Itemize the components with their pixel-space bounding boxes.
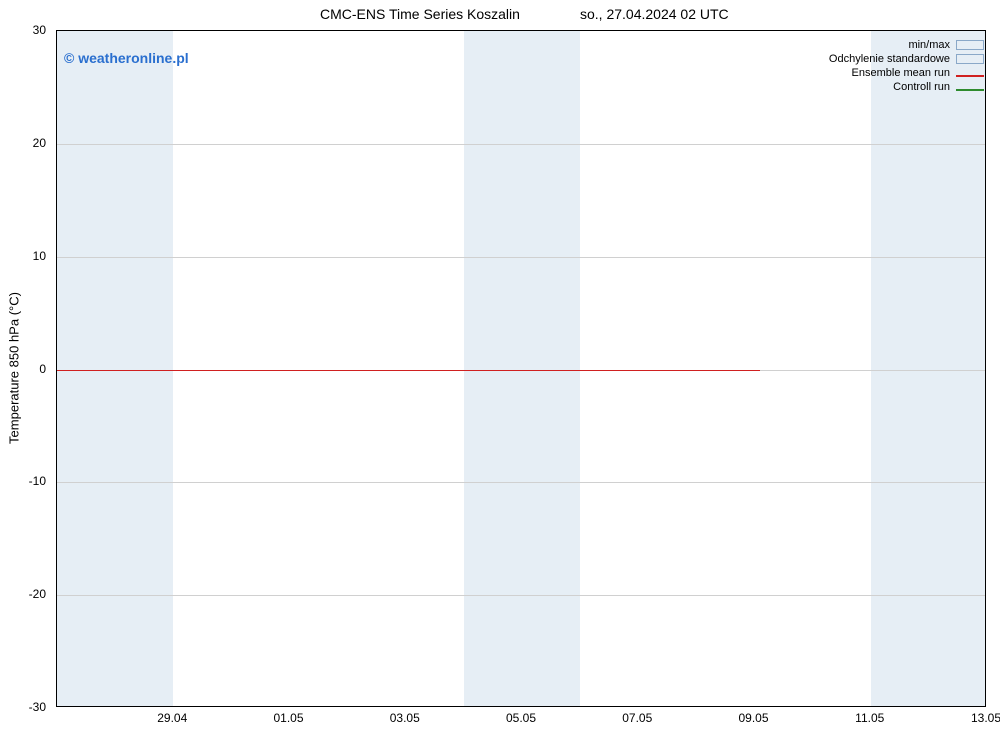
x-tick-label: 07.05 bbox=[622, 707, 652, 725]
weekend-band bbox=[464, 31, 580, 706]
x-tick-label: 11.05 bbox=[855, 707, 884, 725]
x-tick-label: 29.04 bbox=[157, 707, 187, 725]
legend-label: Odchylenie standardowe bbox=[829, 53, 950, 65]
x-tick-label: 05.05 bbox=[506, 707, 536, 725]
legend-item: Controll run bbox=[829, 80, 984, 94]
y-tick-label: -20 bbox=[0, 587, 52, 601]
chart-title-left: CMC-ENS Time Series Koszalin bbox=[320, 6, 520, 22]
weekend-band bbox=[57, 31, 173, 706]
y-tick-label: 0 bbox=[0, 362, 52, 376]
gridline bbox=[57, 595, 985, 596]
y-tick-label: 30 bbox=[0, 23, 52, 37]
legend: min/max Odchylenie standardowe Ensemble me… bbox=[829, 38, 984, 94]
plot-area bbox=[56, 30, 986, 707]
legend-item: min/max bbox=[829, 38, 984, 52]
y-tick-label: 10 bbox=[0, 249, 52, 263]
gridline bbox=[57, 482, 985, 483]
x-tick-label: 03.05 bbox=[390, 707, 420, 725]
y-tick-label: 20 bbox=[0, 136, 52, 150]
weekend-band bbox=[871, 31, 986, 706]
legend-item: Ensemble mean run bbox=[829, 66, 984, 80]
x-tick-label: 01.05 bbox=[273, 707, 303, 725]
chart-container: CMC-ENS Time Series Koszalin so., 27.04.… bbox=[0, 0, 1000, 733]
chart-title-right: so., 27.04.2024 02 UTC bbox=[580, 6, 729, 22]
legend-swatch bbox=[956, 75, 984, 77]
legend-swatch bbox=[956, 54, 984, 64]
legend-swatch bbox=[956, 89, 984, 91]
legend-item: Odchylenie standardowe bbox=[829, 52, 984, 66]
y-axis-ticks: -30-20-100102030 bbox=[0, 0, 52, 733]
gridline bbox=[57, 144, 985, 145]
watermark: © weatheronline.pl bbox=[64, 50, 189, 66]
x-tick-label: 09.05 bbox=[738, 707, 768, 725]
y-tick-label: -10 bbox=[0, 474, 52, 488]
legend-label: min/max bbox=[908, 39, 950, 51]
x-tick-label: 13.05 bbox=[971, 707, 1000, 725]
gridline bbox=[57, 257, 985, 258]
legend-label: Controll run bbox=[893, 81, 950, 93]
legend-swatch bbox=[956, 40, 984, 50]
legend-label: Ensemble mean run bbox=[852, 67, 950, 79]
x-axis-ticks: 29.04 01.05 03.05 05.05 07.05 09.05 11.05 13.05 bbox=[0, 707, 1000, 729]
series-ensemble_mean_run bbox=[57, 370, 760, 371]
